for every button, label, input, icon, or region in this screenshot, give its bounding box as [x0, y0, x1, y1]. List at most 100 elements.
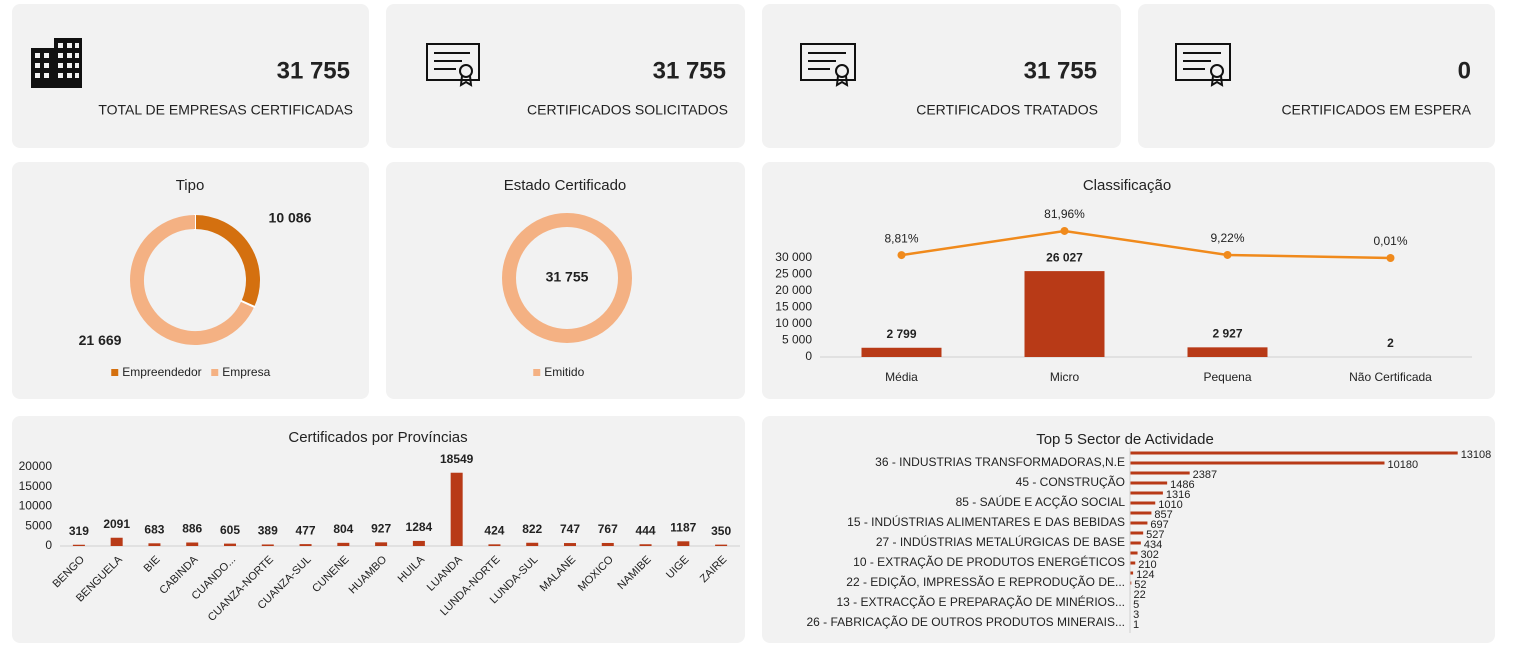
- chart-title: Top 5 Sector de Actividade: [1036, 431, 1214, 448]
- chart-title: Classificação: [1083, 177, 1171, 194]
- kpi-label: CERTIFICADOS TRATADOS: [916, 102, 1098, 118]
- kpi-card: [12, 4, 369, 148]
- data-label: 26 027: [1046, 250, 1083, 264]
- bar: [1130, 461, 1385, 465]
- bar: [1130, 451, 1458, 455]
- bar: [337, 542, 350, 546]
- line: [901, 229, 1391, 260]
- y-tick-label: 15 - INDÚSTRIAS ALIMENTARES E DAS BEBIDA…: [847, 514, 1125, 529]
- data-label: 2387: [1193, 469, 1217, 481]
- bar: [186, 542, 199, 546]
- data-label: 81,96%: [1044, 207, 1085, 221]
- y-tick-label: 20000: [19, 459, 53, 473]
- y-tick-label: 45 - CONSTRUÇÃO: [1016, 475, 1125, 489]
- donut-slice: [130, 215, 255, 345]
- line-point: [1386, 253, 1395, 262]
- legend-label: Empresa: [222, 365, 270, 379]
- data-label: 477: [296, 523, 316, 537]
- data-label: 10 086: [269, 209, 312, 225]
- data-label: 2: [1387, 336, 1394, 350]
- chart-card: [762, 162, 1495, 399]
- y-tick-label: 5000: [25, 518, 52, 532]
- data-label: 444: [636, 523, 656, 537]
- y-tick-label: 10000: [19, 499, 53, 513]
- y-tick-label: 85 - SAÚDE E ACÇÃO SOCIAL: [956, 494, 1126, 509]
- data-label: 747: [560, 522, 580, 536]
- line-point: [1060, 226, 1069, 235]
- kpi-card: [1138, 4, 1495, 148]
- y-tick-label: 15 000: [775, 300, 812, 314]
- data-label: 22: [1134, 589, 1146, 601]
- chart-title: Estado Certificado: [504, 177, 627, 194]
- data-label: 13108: [1461, 449, 1492, 461]
- bar: [450, 472, 463, 546]
- bar: [412, 540, 425, 546]
- data-label: 527: [1146, 529, 1164, 541]
- data-label: 210: [1138, 559, 1156, 571]
- bar: [148, 543, 161, 546]
- data-label: 302: [1141, 549, 1159, 561]
- bar: [1130, 551, 1138, 555]
- data-label: 697: [1150, 519, 1168, 531]
- bar: [1130, 481, 1168, 485]
- certificate-icon: [1175, 43, 1231, 87]
- data-label: 424: [484, 523, 504, 537]
- data-label: 605: [220, 523, 240, 537]
- kpi-label: CERTIFICADOS EM ESPERA: [1281, 102, 1471, 118]
- data-label: 319: [69, 524, 89, 538]
- bar: [1187, 347, 1268, 357]
- data-label: 8,81%: [884, 231, 918, 245]
- kpi-card: [386, 4, 745, 148]
- bar: [1130, 491, 1163, 495]
- y-tick-label: 15000: [19, 479, 53, 493]
- bar: [564, 543, 576, 546]
- data-label: 31 755: [546, 269, 589, 285]
- kpi-card: [762, 4, 1121, 148]
- chart-card: [12, 416, 745, 643]
- data-label: 1486: [1170, 479, 1194, 491]
- data-label: 1010: [1158, 499, 1182, 511]
- bar: [601, 542, 614, 546]
- data-label: 124: [1136, 569, 1154, 581]
- data-label: 1: [1133, 619, 1139, 631]
- certificate-icon: [800, 43, 856, 87]
- y-tick-label: 0: [45, 538, 52, 552]
- data-label: 2091: [103, 517, 130, 531]
- y-tick-label: 36 - INDUSTRIAS TRANSFORMADORAS,N.E: [875, 455, 1125, 469]
- bar: [1130, 471, 1190, 475]
- legend-swatch: [111, 369, 119, 376]
- chart-title: Tipo: [176, 177, 205, 194]
- y-tick-label: 10 - EXTRAÇÃO DE PRODUTOS ENERGÉTICOS: [853, 554, 1125, 569]
- legend-swatch: [533, 369, 541, 376]
- data-label: 927: [371, 522, 391, 536]
- legend-swatch: [211, 369, 219, 376]
- legend-label: Emitido: [544, 365, 584, 379]
- y-tick-label: 30 000: [775, 250, 812, 264]
- bar: [1130, 511, 1152, 515]
- kpi-value: 0: [1458, 57, 1471, 84]
- data-label: 21 669: [79, 332, 122, 348]
- chart-card: [386, 162, 745, 399]
- kpi-label: TOTAL DE EMPRESAS CERTIFICADAS: [98, 102, 353, 118]
- building-icon: [31, 38, 82, 88]
- y-tick-label: 0: [805, 349, 812, 363]
- slice-gap: [240, 299, 256, 309]
- bar: [639, 544, 652, 546]
- data-label: 9,22%: [1210, 231, 1244, 245]
- bar: [1130, 531, 1144, 535]
- bar: [1130, 521, 1148, 525]
- chart-title: Certificados por Províncias: [288, 429, 467, 446]
- bar: [715, 544, 728, 546]
- data-label: 18549: [440, 452, 474, 466]
- bar: [299, 544, 312, 546]
- data-label: 683: [144, 522, 164, 536]
- donut-slice: [502, 213, 632, 343]
- x-tick-label: Média: [885, 370, 918, 384]
- data-label: 1187: [670, 520, 696, 534]
- donut-slice: [194, 215, 260, 307]
- data-label: 350: [711, 524, 731, 538]
- data-label: 52: [1134, 579, 1146, 591]
- data-label: 822: [522, 522, 542, 536]
- data-label: 886: [182, 522, 202, 536]
